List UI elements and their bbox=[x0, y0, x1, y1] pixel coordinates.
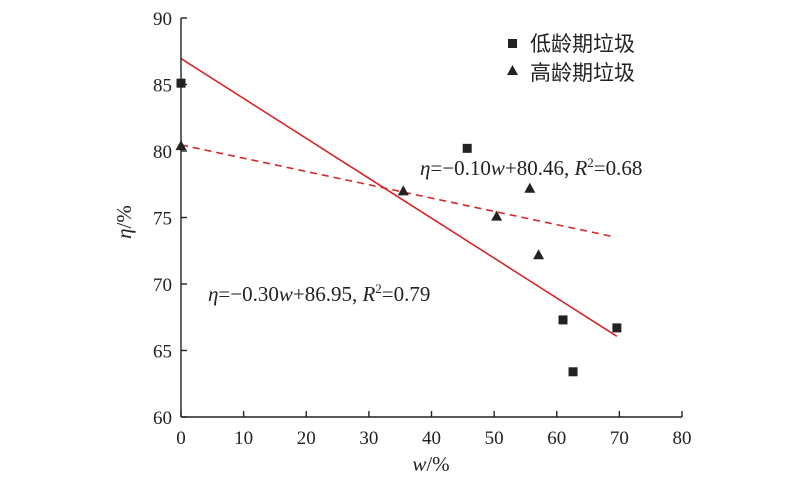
legend-label-high-age: 高龄期垃圾 bbox=[530, 61, 635, 85]
equation-low-age: η=−0.30w+86.95, R2=0.79 bbox=[208, 281, 430, 306]
x-tick-label: 20 bbox=[297, 428, 316, 449]
point-low-age bbox=[558, 315, 568, 325]
y-ticks: 60 65 70 75 80 85 90 bbox=[153, 9, 187, 429]
legend-label-low-age: 低龄期垃圾 bbox=[530, 32, 635, 56]
y-tick-label: 90 bbox=[153, 9, 172, 30]
data-points bbox=[175, 78, 622, 377]
x-tick-label: 0 bbox=[176, 428, 186, 449]
x-tick-label: 80 bbox=[673, 428, 692, 449]
x-tick-label: 40 bbox=[422, 428, 441, 449]
x-axis-label: w/% bbox=[412, 452, 449, 476]
y-tick-label: 70 bbox=[153, 275, 172, 296]
legend-item-high-age: 高龄期垃圾 bbox=[507, 61, 635, 85]
x-tick-label: 70 bbox=[610, 428, 629, 449]
y-tick-label: 85 bbox=[153, 76, 172, 97]
y-axis-label: η/% bbox=[112, 205, 136, 239]
fit-line-low-age bbox=[180, 57, 618, 337]
fit-lines bbox=[180, 57, 618, 337]
x-tick-label: 30 bbox=[359, 428, 378, 449]
point-high-age bbox=[491, 210, 503, 221]
equation-high-age: η=−0.10w+80.46, R2=0.68 bbox=[420, 155, 642, 180]
legend-triangle-marker bbox=[507, 65, 518, 75]
x-tick-label: 50 bbox=[485, 428, 504, 449]
legend-square-marker bbox=[508, 39, 517, 48]
y-tick-label: 75 bbox=[153, 209, 172, 230]
x-ticks: 0 10 20 30 40 50 60 70 80 bbox=[176, 411, 692, 449]
y-tick-label: 80 bbox=[153, 142, 172, 163]
point-low-age bbox=[612, 323, 622, 333]
x-tick-label: 60 bbox=[547, 428, 566, 449]
point-low-age bbox=[462, 143, 472, 153]
y-tick-label: 60 bbox=[153, 408, 172, 429]
point-low-age bbox=[568, 367, 578, 377]
point-high-age bbox=[397, 185, 409, 196]
point-high-age bbox=[533, 249, 545, 260]
fit-line-high-age bbox=[180, 144, 613, 238]
legend: 低龄期垃圾 高龄期垃圾 bbox=[507, 32, 635, 85]
x-tick-label: 10 bbox=[234, 428, 253, 449]
point-high-age bbox=[524, 182, 536, 193]
legend-item-low-age: 低龄期垃圾 bbox=[508, 32, 635, 56]
y-tick-label: 65 bbox=[153, 342, 172, 363]
